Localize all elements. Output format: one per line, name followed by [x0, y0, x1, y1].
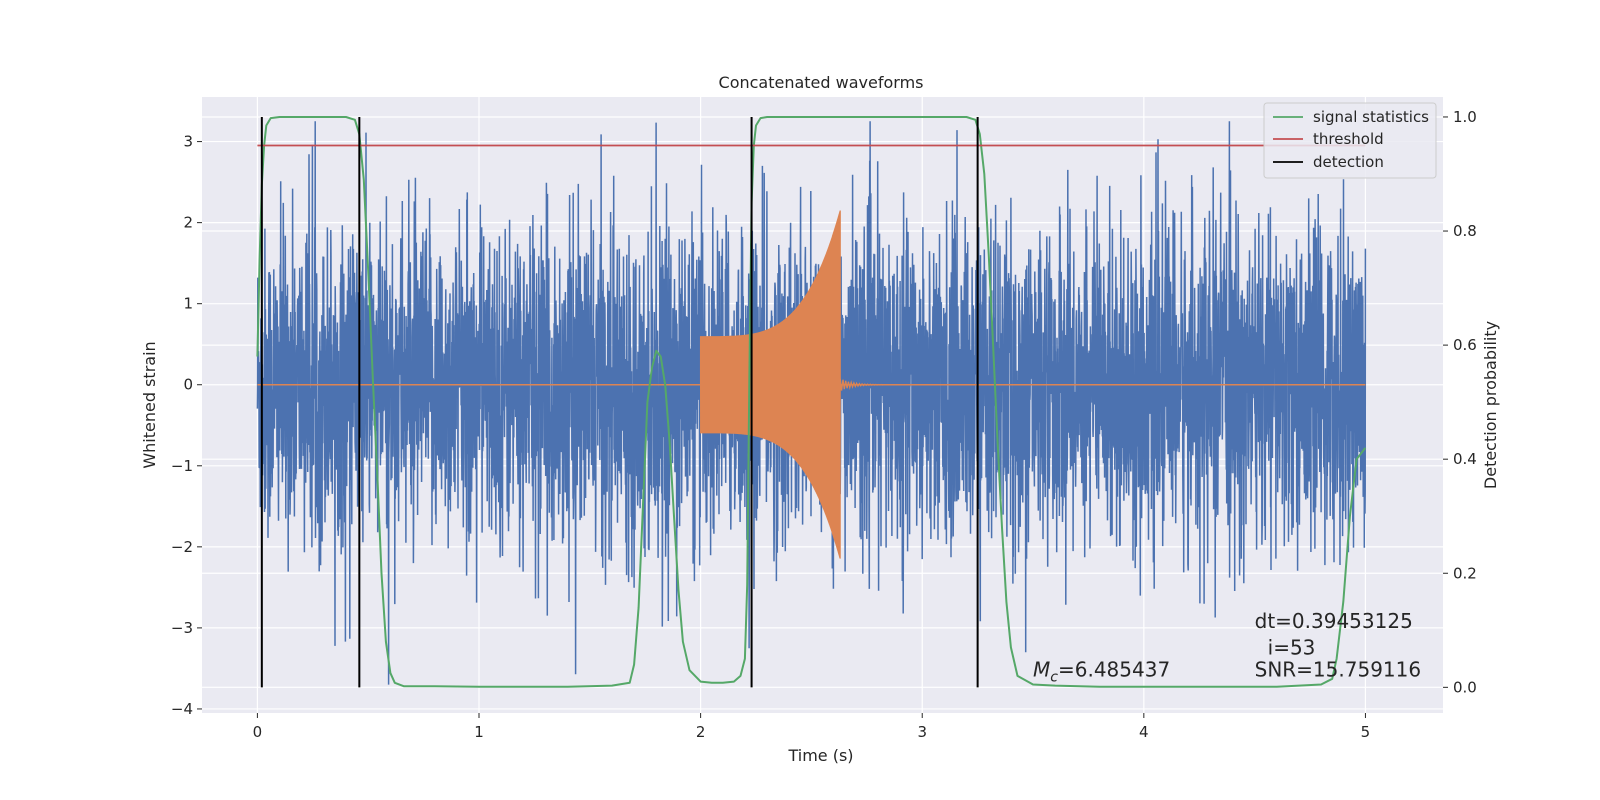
legend-label-signal-statistics: signal statistics [1313, 108, 1429, 126]
y-tick-label-left: −3 [171, 619, 193, 637]
mc-value: =6.485437 [1058, 658, 1170, 682]
x-tick-label: 0 [253, 723, 263, 741]
legend-box [1263, 102, 1437, 179]
x-tick-label: 3 [917, 723, 927, 741]
y-tick-label-right: 0.4 [1453, 450, 1477, 468]
y-tick-label-left: −2 [171, 538, 193, 556]
detection-series [260, 116, 979, 688]
x-axis-label: Time (s) [787, 746, 853, 765]
annotations: dt=0.39453125 i=53 SNR=15.759116 Mc=6.48… [1033, 609, 1421, 686]
legend: signal statistics threshold detection [1263, 102, 1437, 179]
y-tick-label-right: 0.2 [1453, 564, 1477, 582]
x-tick-label: 1 [474, 723, 484, 741]
template-line [699, 210, 923, 559]
y-tick-label-left: −1 [171, 457, 193, 475]
snr-annotation: SNR=15.759116 [1255, 658, 1421, 682]
signal-statistics-line [256, 116, 1367, 688]
y-tick-label-left: 1 [183, 295, 193, 313]
y-tick-label-right: 1.0 [1453, 108, 1477, 126]
signal-statistics-series [256, 116, 1367, 688]
y-axis-label-left: Whitened strain [140, 341, 159, 468]
dt-annotation: dt=0.39453125 [1255, 609, 1413, 633]
x-tick-label: 5 [1361, 723, 1371, 741]
mc-subscript: c [1050, 670, 1058, 686]
axis-ticks: 0 1 2 3 4 5 −4 −3 −2 −1 0 1 2 3 0.0 0.2 0.4 0.6 0.8 1.0 [171, 108, 1477, 741]
y-tick-label-right: 0.8 [1453, 222, 1477, 240]
mc-annotation: Mc=6.485437 [1033, 658, 1170, 686]
y-tick-label-left: 2 [183, 214, 193, 232]
i-annotation: i=53 [1261, 636, 1315, 660]
x-tick-label: 2 [696, 723, 706, 741]
y-tick-label-left: 3 [183, 133, 193, 151]
mc-symbol: M [1033, 658, 1050, 682]
y-tick-label-left: −4 [171, 700, 193, 718]
y-tick-label-left: 0 [183, 376, 193, 394]
y-tick-label-right: 0.6 [1453, 336, 1477, 354]
legend-label-threshold: threshold [1313, 130, 1384, 148]
legend-label-detection: detection [1313, 153, 1384, 171]
y-axis-label-right: Detection probability [1481, 321, 1500, 489]
template-series [257, 210, 1366, 559]
y-tick-label-right: 0.0 [1453, 678, 1477, 696]
chart-title: Concatenated waveforms [719, 73, 924, 92]
x-tick-label: 4 [1139, 723, 1149, 741]
